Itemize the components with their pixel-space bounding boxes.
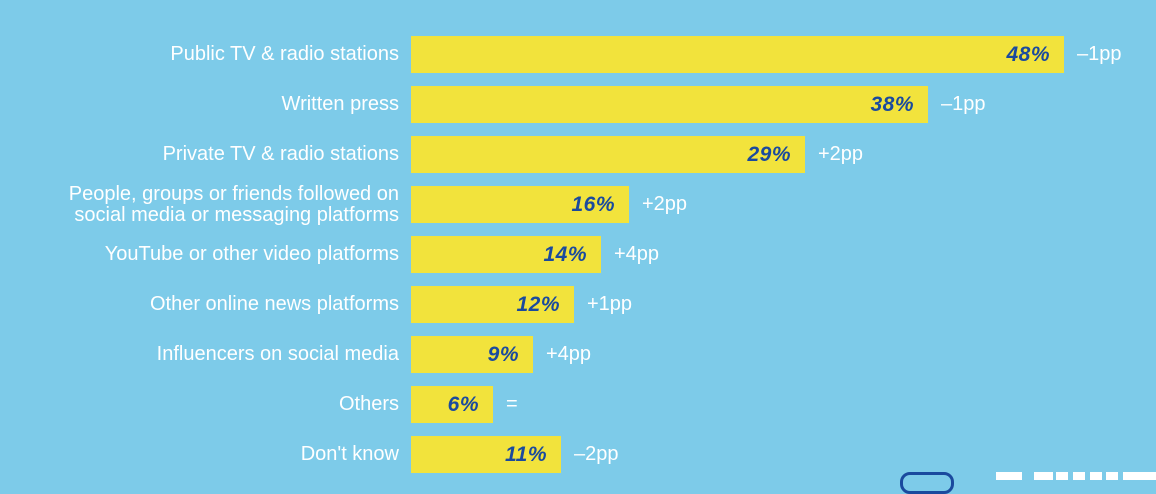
change-label: +1pp xyxy=(587,293,633,315)
logo-letter-fragment xyxy=(1123,472,1156,480)
value-label: 12% xyxy=(516,292,560,316)
change-label: –1pp xyxy=(941,93,986,115)
chart-row: Written press 38% –1pp xyxy=(0,86,1156,123)
bar-area: 6% = xyxy=(411,386,518,423)
value-label: 11% xyxy=(505,442,547,466)
bar-area: 16% +2pp xyxy=(411,186,687,223)
bar-area: 29% +2pp xyxy=(411,136,863,173)
bar-area: 9% +4pp xyxy=(411,336,591,373)
cutoff-logo-outline-icon xyxy=(900,472,954,494)
value-label: 6% xyxy=(447,392,479,416)
bar: 14% xyxy=(411,236,601,273)
logo-letter-fragment xyxy=(1073,472,1085,480)
category-label: Written press xyxy=(281,93,399,115)
bar-area: 48% –1pp xyxy=(411,36,1122,73)
bar: 38% xyxy=(411,86,928,123)
change-label: +4pp xyxy=(614,243,660,265)
category-label: People, groups or friends followed on so… xyxy=(68,182,399,226)
value-label: 16% xyxy=(571,192,615,216)
chart-row: People, groups or friends followed on so… xyxy=(0,182,1156,226)
change-label: +4pp xyxy=(546,343,592,365)
change-label: = xyxy=(506,393,518,415)
change-label: +2pp xyxy=(818,143,864,165)
category-label: YouTube or other video platforms xyxy=(104,243,399,265)
change-label: –2pp xyxy=(574,443,619,465)
chart-row: YouTube or other video platforms 14% +4pp xyxy=(0,236,1156,273)
chart-row: Others 6% = xyxy=(0,386,1156,423)
category-label: Public TV & radio stations xyxy=(170,43,399,65)
logo-letter-fragment xyxy=(996,472,1022,480)
bar: 29% xyxy=(411,136,805,173)
bar-area: 12% +1pp xyxy=(411,286,632,323)
bar-area: 14% +4pp xyxy=(411,236,659,273)
bar-area: 38% –1pp xyxy=(411,86,986,123)
bar: 6% xyxy=(411,386,493,423)
bar: 16% xyxy=(411,186,629,223)
bar: 12% xyxy=(411,286,574,323)
bar-chart: Public TV & radio stations 48% –1pp Written… xyxy=(0,36,1156,486)
value-label: 38% xyxy=(870,92,914,116)
bar-area: 11% –2pp xyxy=(411,436,619,473)
logo-letter-fragment xyxy=(1106,472,1118,480)
value-label: 14% xyxy=(543,242,587,266)
chart-rows: Public TV & radio stations 48% –1pp Written… xyxy=(0,36,1156,473)
bar: 48% xyxy=(411,36,1064,73)
chart-row: Public TV & radio stations 48% –1pp xyxy=(0,36,1156,73)
bar: 11% xyxy=(411,436,561,473)
logo-letter-fragment xyxy=(1056,472,1068,480)
category-label: Private TV & radio stations xyxy=(162,143,399,165)
chart-row: Private TV & radio stations 29% +2pp xyxy=(0,136,1156,173)
category-label: Other online news platforms xyxy=(149,293,399,315)
category-label: Others xyxy=(338,393,399,415)
category-label: Don't know xyxy=(300,443,399,465)
chart-row: Don't know 11% –2pp xyxy=(0,436,1156,473)
logo-letter-fragment xyxy=(1090,472,1102,480)
value-label: 9% xyxy=(487,342,519,366)
change-label: +2pp xyxy=(642,193,688,215)
chart-row: Other online news platforms 12% +1pp xyxy=(0,286,1156,323)
logo-letter-fragment xyxy=(1034,472,1053,480)
bar: 9% xyxy=(411,336,533,373)
value-label: 48% xyxy=(1006,42,1050,66)
value-label: 29% xyxy=(747,142,791,166)
chart-row: Influencers on social media 9% +4pp xyxy=(0,336,1156,373)
category-label: Influencers on social media xyxy=(156,343,399,365)
change-label: –1pp xyxy=(1077,43,1122,65)
